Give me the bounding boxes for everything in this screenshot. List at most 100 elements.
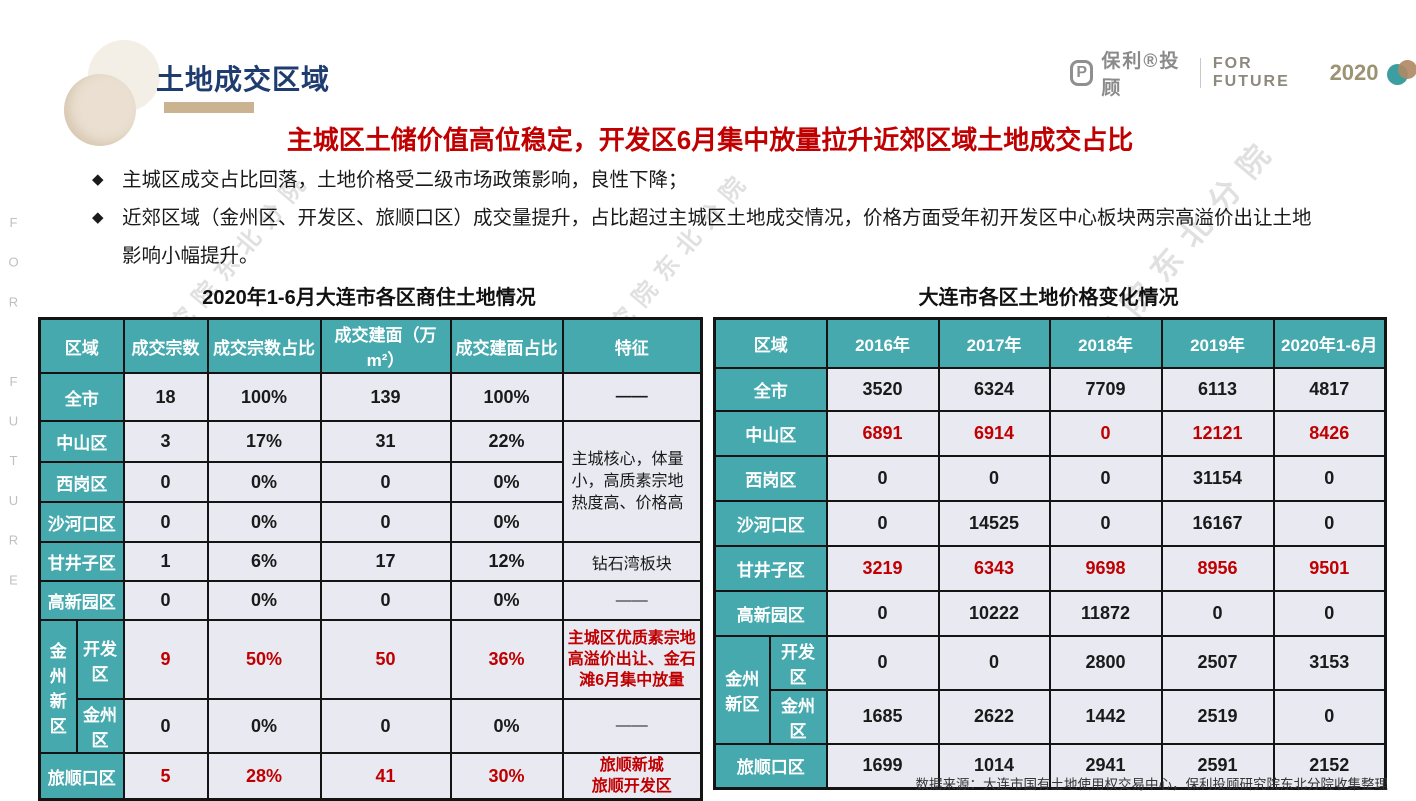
column-header: 成交建面（万m²）	[319, 317, 452, 374]
row-label: 全市	[713, 366, 828, 412]
cell: 1442	[1048, 688, 1163, 745]
cell: 12%	[449, 541, 564, 582]
row-label: 金州区	[75, 698, 125, 754]
cell: 1685	[825, 688, 940, 745]
diamond-bullet-icon: ◆	[92, 209, 104, 226]
row-label: 沙河口区	[38, 501, 125, 543]
row-label: 旅顺口区	[713, 742, 828, 790]
cell: 2152	[1272, 742, 1387, 790]
column-header: 2019年	[1160, 317, 1275, 369]
cell: 22%	[449, 420, 564, 463]
cell: 3153	[1272, 634, 1387, 691]
row-label: 开发区	[75, 619, 125, 700]
row-label: 甘井子区	[713, 544, 828, 592]
column-header: 2017年	[937, 317, 1051, 369]
left-table: 区域 成交宗数 成交宗数占比 成交建面（万m²） 成交建面占比 特征 全市 18…	[38, 317, 703, 801]
table-row: 中山区 3 17% 31 22% 主城核心，体量小，高质素宗地热度高、价格高	[38, 420, 703, 543]
table-row: 沙河口区 0 0% 0 0%	[38, 501, 702, 543]
cell: 6343	[937, 544, 1051, 592]
cell: 0%	[206, 580, 322, 621]
cell: 2519	[1160, 688, 1275, 745]
cell: 0	[319, 461, 452, 503]
cell: 30%	[449, 752, 564, 801]
cell: 7709	[1048, 366, 1163, 412]
cell: 8426	[1272, 409, 1387, 457]
brand-year: 2020	[1329, 60, 1379, 85]
table-row: 西岗区 0 0 0 31154 0	[713, 454, 1387, 502]
cell: 100%	[206, 372, 322, 422]
cell: 0	[122, 580, 209, 621]
table-row: 中山区 6891 6914 0 12121 8426	[713, 409, 1387, 457]
column-header: 2018年	[1048, 317, 1163, 369]
table-row: 高新园区 0 0% 0 0% ——	[38, 580, 703, 621]
cell: 0	[1272, 688, 1387, 745]
cell: 0%	[206, 501, 322, 543]
row-label: 西岗区	[713, 454, 828, 502]
cell: 6914	[937, 409, 1051, 457]
cell: 5	[122, 752, 209, 801]
cell: 6%	[206, 541, 322, 582]
cell: 100%	[449, 372, 564, 422]
cell: 0%	[206, 461, 322, 503]
cell: 18	[122, 372, 209, 422]
cell: 9	[122, 619, 209, 700]
cell: 0	[319, 501, 452, 543]
brand-logo-icon: P	[1070, 60, 1094, 86]
cell: 0	[825, 454, 940, 502]
row-label: 西岗区	[38, 461, 125, 503]
brand-circles-icon	[1386, 60, 1416, 86]
bullet-text: 主城区成交占比回落，土地价格受二级市场政策影响，良性下降；	[122, 169, 688, 191]
cell: 14525	[937, 499, 1051, 547]
cell: 9501	[1272, 544, 1387, 592]
cell: 0	[319, 580, 452, 621]
cell: 50%	[206, 619, 322, 700]
table-row: 甘井子区 3219 6343 9698 8956 9501	[713, 544, 1387, 592]
table-row: 全市 3520 6324 7709 6113 4817	[713, 366, 1387, 412]
bullet-list: ◆ 主城区成交占比回落，土地价格受二级市场政策影响，良性下降； ◆ 近郊区域（金…	[92, 161, 1322, 275]
brand-block: P 保利®投顾 FOR FUTURE 2020	[1070, 46, 1416, 100]
cell: 12121	[1160, 409, 1275, 457]
bullet-item: ◆ 主城区成交占比回落，土地价格受二级市场政策影响，良性下降；	[92, 161, 1322, 199]
row-label: 中山区	[38, 420, 125, 463]
brand-name: 保利®投顾	[1101, 51, 1181, 99]
row-label: 金州区	[768, 688, 828, 745]
brand-divider	[1200, 58, 1201, 88]
feature-line: 旅顺开发区	[591, 778, 672, 795]
cell: 2622	[937, 688, 1051, 745]
cell: 0	[825, 589, 940, 637]
column-header: 2016年	[825, 317, 940, 369]
data-source-note: 数据来源：大连市国有土地使用权交易中心，保利投顾研究院东北分院收集整理	[915, 777, 1389, 792]
feature-cell: 主城核心，体量小，高质素宗地热度高、价格高	[561, 420, 703, 543]
feature-cell: ——	[561, 580, 703, 621]
cell: 2800	[1048, 634, 1163, 691]
cell: 0	[937, 634, 1051, 691]
cell: 0	[1272, 499, 1387, 547]
cell: 2591	[1160, 742, 1275, 790]
right-table-panel: 大连市各区土地价格变化情况 区域 2016年 2017年 2018年 2019年…	[713, 283, 1387, 790]
headline: 主城区土储价值高位稳定，开发区6月集中放量拉升近郊区域土地成交占比	[286, 125, 1134, 155]
cell: 3219	[825, 544, 940, 592]
cell: 28%	[206, 752, 322, 801]
feature-cell: 钻石湾板块	[561, 541, 703, 582]
cell: 9698	[1048, 544, 1163, 592]
row-label: 甘井子区	[38, 541, 125, 582]
cell: 0	[319, 698, 452, 754]
table-row: 金州区 0 0% 0 0% ——	[40, 698, 703, 754]
cell: 10222	[937, 589, 1051, 637]
row-label: 高新园区	[38, 580, 125, 621]
cell: 0	[1048, 454, 1163, 502]
table-row: 金州新区 开发区 0 0 2800 2507 3153	[713, 634, 1387, 745]
table-row: 甘井子区 1 6% 17 12% 钻石湾板块	[38, 541, 703, 582]
table-row: 旅顺口区 5 28% 41 30% 旅顺新城 旅顺开发区	[38, 752, 703, 801]
cell: 0	[122, 461, 209, 503]
row-label: 开发区	[768, 634, 828, 691]
row-group-label: 金州新区	[38, 619, 78, 754]
cell: 31154	[1160, 454, 1275, 502]
column-header: 成交宗数	[122, 317, 209, 374]
table-row: 全市 18 100% 139 100% ——	[38, 372, 703, 422]
cell: 0%	[449, 501, 564, 543]
decorative-circle-icon	[64, 74, 136, 146]
diamond-bullet-icon: ◆	[92, 171, 104, 188]
left-table-title: 2020年1-6月大连市各区商住土地情况	[202, 287, 536, 309]
right-table: 区域 2016年 2017年 2018年 2019年 2020年1-6月 全市 …	[713, 317, 1387, 790]
